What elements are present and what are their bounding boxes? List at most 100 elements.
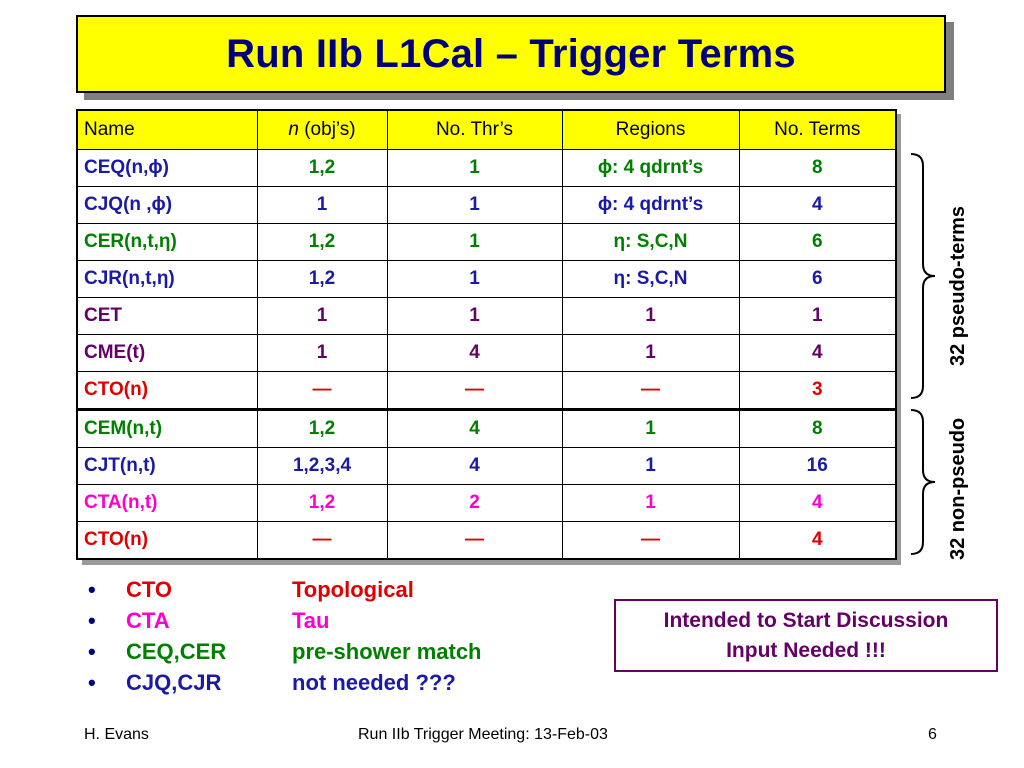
bullet-item: • CTA Tau — [88, 605, 482, 636]
thresholds-cell: 2 — [386, 484, 563, 522]
regions-cell: η: S,C,N — [561, 260, 740, 298]
thresholds-cell: 4 — [386, 408, 563, 448]
note-line-2: Input Needed !!! — [726, 639, 886, 662]
table-row: CEQ(n,ϕ) 1,2 1 ϕ: 4 qdrnt’s 8 — [76, 149, 897, 187]
terms-cell: 8 — [738, 149, 897, 187]
n-cell: 1,2 — [256, 149, 388, 187]
regions-cell: — — [561, 521, 740, 560]
n-cell: 1,2 — [256, 260, 388, 298]
regions-cell: η: S,C,N — [561, 223, 740, 261]
header-n-italic: n — [288, 119, 299, 140]
bullet-marker: • — [88, 638, 96, 664]
n-cell: 1,2,3,4 — [256, 447, 388, 485]
n-cell: 1 — [256, 186, 388, 224]
table-row: CJR(n,t,η) 1,2 1 η: S,C,N 6 — [76, 260, 897, 298]
legend-bullets: • CTO Topological • CTA Tau • CEQ,CER pre-shower… — [88, 574, 482, 698]
bullet-description: Tau — [292, 607, 330, 633]
name-cell: CJR(n,t,η) — [76, 260, 258, 298]
table-row: CTA(n,t) 1,2 2 1 4 — [76, 484, 897, 522]
bullet-marker: • — [88, 576, 96, 602]
terms-cell: 4 — [738, 186, 897, 224]
discussion-note: Intended to Start Discussion Input Neede… — [614, 599, 998, 672]
bullet-item: • CJQ,CJR not needed ??? — [88, 667, 482, 698]
name-cell: CTO(n) — [76, 371, 258, 410]
regions-cell: 1 — [561, 484, 740, 522]
name-cell: CJT(n,t) — [76, 447, 258, 485]
bullet-description: pre-shower match — [292, 638, 482, 664]
bullet-marker: • — [88, 669, 96, 695]
table-row: CME(t) 1 4 1 4 — [76, 334, 897, 372]
bullet-term: CTA — [126, 607, 170, 633]
bullet-term: CJQ,CJR — [126, 669, 222, 695]
terms-cell: 4 — [738, 484, 897, 522]
slide-title: Run IIb L1Cal – Trigger Terms — [226, 31, 796, 76]
name-cell: CEM(n,t) — [76, 408, 258, 448]
table-row: CET 1 1 1 1 — [76, 297, 897, 335]
header-regions: Regions — [561, 109, 740, 150]
terms-cell: 16 — [738, 447, 897, 485]
table-row: CJQ(n ,ϕ) 1 1 ϕ: 4 qdrnt’s 4 — [76, 186, 897, 224]
pseudo-terms-label: 32 pseudo-terms — [947, 205, 969, 366]
regions-cell: 1 — [561, 297, 740, 335]
table-header-row: Name n (obj’s) No. Thr’s Regions No. Ter… — [76, 109, 897, 150]
bullet-marker: • — [88, 607, 96, 633]
bullet-item: • CTO Topological — [88, 574, 482, 605]
footer-meeting: Run IIb Trigger Meeting: 13-Feb-03 — [358, 726, 608, 743]
n-cell: — — [256, 521, 388, 560]
non-pseudo-brace — [910, 409, 936, 555]
regions-cell: ϕ: 4 qdrnt’s — [561, 149, 740, 187]
table-row: CTO(n) — — —3 — [76, 371, 897, 410]
terms-cell: 8 — [738, 408, 897, 448]
table-row: CER(n,t,η) 1,2 1 η: S,C,N 6 — [76, 223, 897, 261]
non-pseudo-label: 32 non-pseudo — [947, 417, 969, 560]
name-cell: CJQ(n ,ϕ) — [76, 186, 258, 224]
thresholds-cell: 1 — [386, 297, 563, 335]
header-terms: No. Terms — [738, 109, 897, 150]
name-cell: CER(n,t,η) — [76, 223, 258, 261]
thresholds-cell: 1 — [386, 149, 563, 187]
bullet-item: • CEQ,CER pre-shower match — [88, 636, 482, 667]
terms-cell: 1 — [738, 297, 897, 335]
name-cell: CME(t) — [76, 334, 258, 372]
header-n-suffix: (obj’s) — [298, 119, 356, 140]
terms-cell: 6 — [738, 223, 897, 261]
regions-cell: — — [561, 371, 740, 410]
regions-cell: ϕ: 4 qdrnt’s — [561, 186, 740, 224]
n-cell: — — [256, 371, 388, 410]
thresholds-cell: 4 — [386, 447, 563, 485]
bullet-description: not needed ??? — [292, 669, 456, 695]
terms-cell: 6 — [738, 260, 897, 298]
table-row: CTO(n) — — —4 — [76, 521, 897, 560]
n-cell: 1,2 — [256, 223, 388, 261]
footer-page-number: 6 — [928, 726, 937, 743]
bullet-term: CEQ,CER — [126, 638, 227, 664]
name-cell: CEQ(n,ϕ) — [76, 149, 258, 187]
table-row: CEM(n,t) 1,2 4 1 8 — [76, 408, 897, 448]
thresholds-cell: 1 — [386, 223, 563, 261]
footer-author: H. Evans — [84, 726, 149, 743]
thresholds-cell: 1 — [386, 186, 563, 224]
regions-cell: 1 — [561, 334, 740, 372]
name-cell: CET — [76, 297, 258, 335]
header-thresholds: No. Thr’s — [386, 109, 563, 150]
regions-cell: 1 — [561, 447, 740, 485]
regions-cell: 1 — [561, 408, 740, 448]
bullet-description: Topological — [292, 576, 414, 602]
trigger-terms-table: Name n (obj’s) No. Thr’s Regions No. Ter… — [76, 109, 897, 560]
n-cell: 1,2 — [256, 484, 388, 522]
slide-title-box: Run IIb L1Cal – Trigger Terms — [76, 15, 946, 93]
n-cell: 1,2 — [256, 408, 388, 448]
header-name: Name — [76, 109, 258, 150]
thresholds-cell: 4 — [386, 334, 563, 372]
note-line-1: Intended to Start Discussion — [663, 609, 949, 632]
name-cell: CTA(n,t) — [76, 484, 258, 522]
n-cell: 1 — [256, 297, 388, 335]
thresholds-cell: 1 — [386, 260, 563, 298]
terms-cell: 4 — [738, 521, 897, 560]
table-row: CJT(n,t) 1,2,3,4 4 1 16 — [76, 447, 897, 485]
thresholds-cell: — — [386, 371, 563, 410]
bullet-term: CTO — [126, 576, 173, 602]
header-n: n (obj’s) — [256, 109, 388, 150]
terms-cell: 3 — [738, 371, 897, 410]
terms-cell: 4 — [738, 334, 897, 372]
